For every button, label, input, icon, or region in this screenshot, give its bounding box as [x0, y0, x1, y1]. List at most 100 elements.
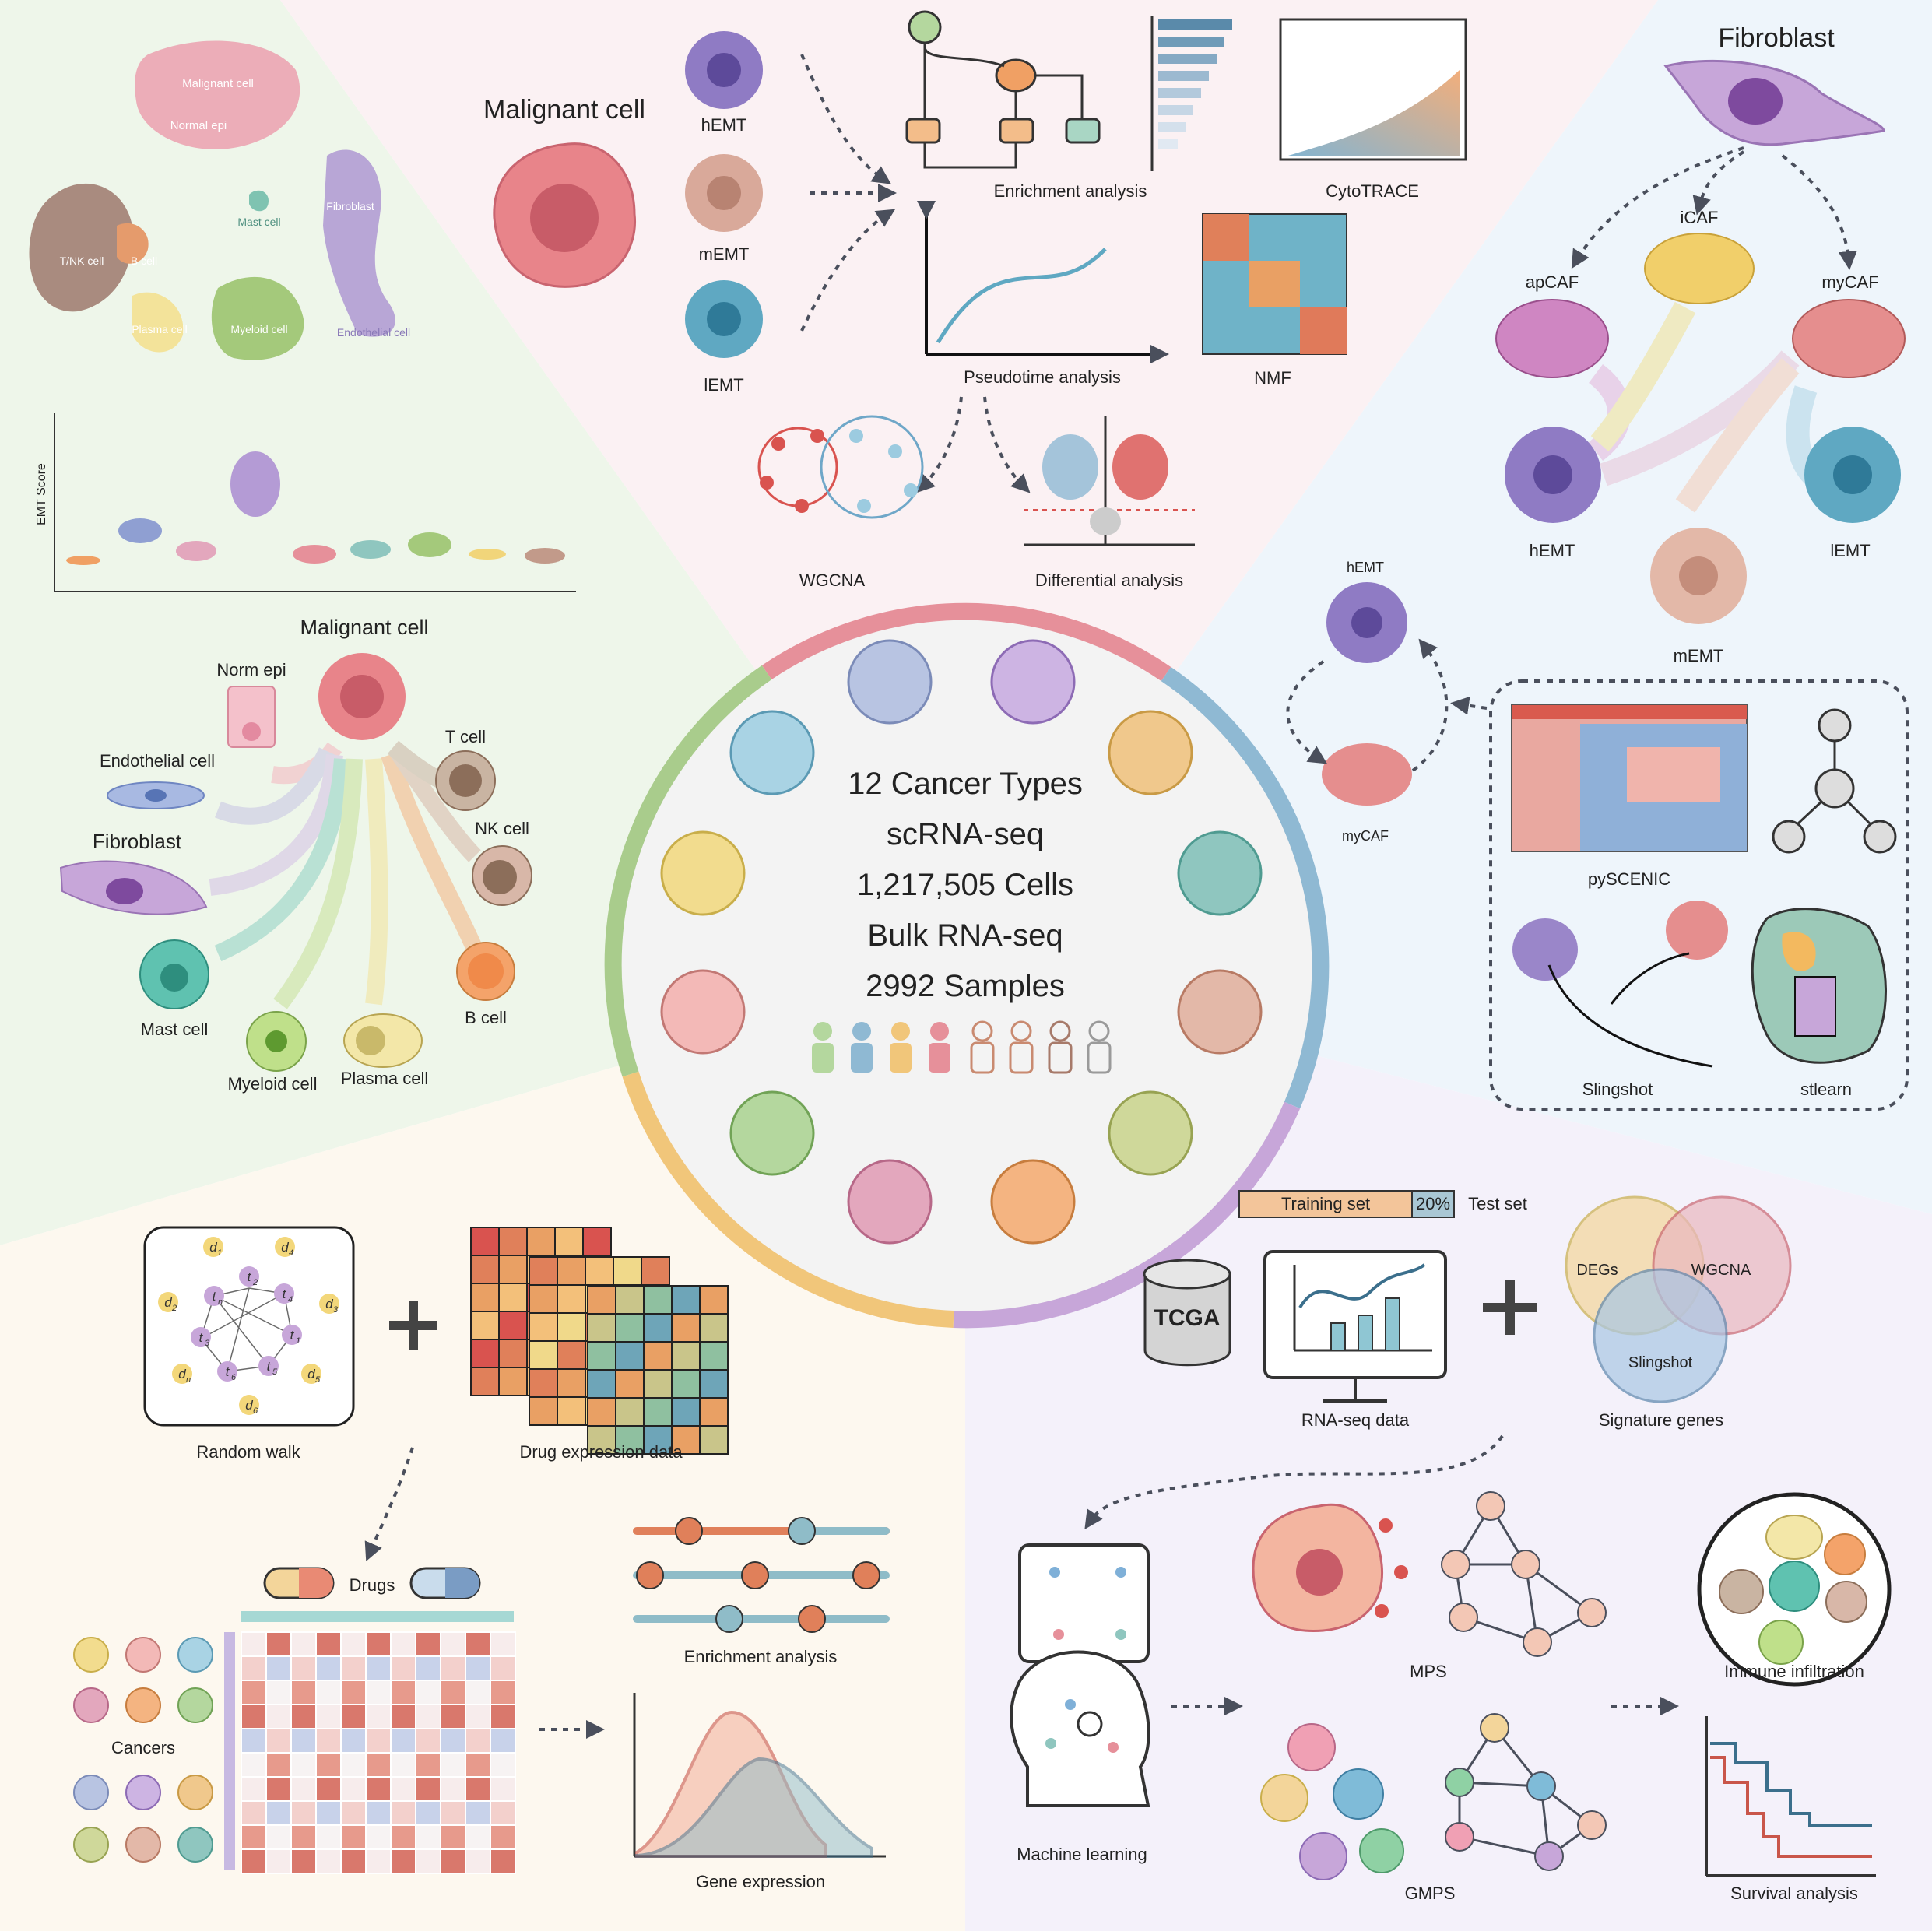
matrix-cell [365, 1848, 392, 1874]
svg-text:4: 4 [289, 1248, 293, 1258]
summary-line-2: scRNA-seq [887, 817, 1044, 851]
title-malignant-cell: Malignant cell [483, 95, 645, 125]
violin-9 [525, 548, 565, 564]
violin-7 [408, 532, 451, 557]
icaf-cells [1644, 233, 1755, 304]
drug-cube-cell [671, 1425, 701, 1455]
mycaf-cells [1792, 299, 1906, 378]
umap-cluster-fibroblast [323, 149, 395, 337]
matrix-cell [415, 1848, 441, 1874]
organ-icon-stomach [990, 1159, 1076, 1245]
matrix-cell [365, 1631, 392, 1657]
label-ml: Machine learning [1017, 1845, 1147, 1864]
svg-text:5: 5 [315, 1375, 321, 1385]
organ-icon-kidney [1177, 830, 1263, 916]
label-survival: Survival analysis [1730, 1884, 1858, 1903]
svg-text:4: 4 [288, 1295, 293, 1304]
norm-epi-cell [227, 686, 276, 748]
label-norm-epi: Norm epi [216, 660, 286, 679]
mps-panel [1252, 1491, 1607, 1657]
plus-sign-left [389, 1301, 437, 1350]
slingshot-plot [1512, 901, 1728, 1068]
label-pseudotime: Pseudotime analysis [964, 367, 1121, 387]
matrix-cell [390, 1680, 416, 1705]
drug-cube-cell [470, 1255, 500, 1284]
label-pct: 20% [1416, 1194, 1450, 1213]
drug-cube-cell [587, 1285, 616, 1315]
drug-cube-cell [470, 1227, 500, 1256]
matrix-cell [340, 1800, 367, 1826]
matrix-cell [390, 1776, 416, 1802]
matrix-cell [290, 1848, 317, 1874]
violin-2 [118, 518, 162, 543]
drug-cube-cell [585, 1256, 614, 1286]
cancer-icons [73, 1637, 213, 1863]
matrix-cell [490, 1800, 516, 1826]
organ-icon-liver [847, 1159, 933, 1245]
stlearn-map [1751, 908, 1887, 1064]
venn-label-degs: DEGs [1576, 1262, 1618, 1279]
organ-icon-head-neck [729, 1090, 815, 1176]
test-set-bar [1411, 1190, 1455, 1218]
drug-cube-cell [498, 1311, 528, 1340]
umap-cluster-b [117, 223, 149, 264]
matrix-cell [465, 1655, 491, 1681]
drug-cube-cell [671, 1313, 701, 1343]
top-arrows [800, 54, 897, 332]
label-wgcna: WGCNA [799, 571, 866, 590]
matrix-cell [415, 1728, 441, 1754]
matrix-cell [390, 1752, 416, 1778]
cell-network-panel: Malignant cell Norm epi Endothelial cell… [59, 616, 532, 1094]
random-walk-node-subscripts: 2 n 4 3 1 6 5 1 4 2 3 n 5 6 [171, 1248, 339, 1416]
drug-expression-cubes [470, 1227, 729, 1455]
matrix-cell [265, 1631, 292, 1657]
loop-label-mycaf: myCAF [1342, 828, 1389, 844]
matrix-cell [340, 1824, 367, 1850]
drug-cube-cell [529, 1396, 558, 1426]
loop-mycaf-cells [1322, 743, 1412, 806]
matrix-cell [440, 1752, 466, 1778]
random-walk-node-labels: t t t t t t t d d d d d d d [164, 1240, 333, 1413]
random-walk-t-nodes [191, 1266, 302, 1382]
matrix-cell [415, 1800, 441, 1826]
enrichment-tracks [633, 1517, 890, 1633]
gene-expression-density [633, 1693, 886, 1858]
matrix-cell [290, 1704, 317, 1729]
umap-label-fibroblast: Fibroblast [326, 200, 374, 212]
matrix-cell [365, 1680, 392, 1705]
svg-text:2: 2 [252, 1278, 258, 1287]
matrix-cell [265, 1680, 292, 1705]
drug-cube-cell [470, 1311, 500, 1340]
matrix-cell [465, 1704, 491, 1729]
label-cancers: Cancers [111, 1738, 175, 1757]
wgcna-network: WGCNA [757, 415, 924, 590]
pyscenic-tree [1772, 708, 1897, 854]
matrix-cell [415, 1655, 441, 1681]
drug-cube-cell [671, 1285, 701, 1315]
label-enrichment-top: Enrichment analysis [994, 181, 1147, 201]
drug-cube-cell [671, 1369, 701, 1399]
drug-cube-cell [470, 1367, 500, 1396]
umap-cluster-myeloid [211, 276, 304, 360]
matrix-cell [365, 1655, 392, 1681]
drug-cube-cell [587, 1397, 616, 1427]
cytotrace-plot: CytoTRACE [1279, 18, 1467, 201]
node-d-n: d [178, 1367, 186, 1382]
violin-3 [176, 541, 216, 561]
matrix-cell [290, 1655, 317, 1681]
drug-cube-cell [587, 1341, 616, 1371]
emt-violin-plot: EMT Score [35, 413, 576, 592]
organ-icon-uterus [660, 969, 746, 1055]
drug-cube-cell [529, 1340, 558, 1370]
drug-cube-cell [643, 1397, 673, 1427]
matrix-cell [415, 1680, 441, 1705]
matrix-cell [265, 1752, 292, 1778]
node-t-3: t [199, 1330, 204, 1345]
matrix-cell [490, 1776, 516, 1802]
violin-8 [469, 549, 506, 560]
matrix-cell [340, 1680, 367, 1705]
matrix-cell [315, 1848, 342, 1874]
gmps-panel [1260, 1713, 1607, 1880]
drug-cube-cell [699, 1425, 729, 1455]
